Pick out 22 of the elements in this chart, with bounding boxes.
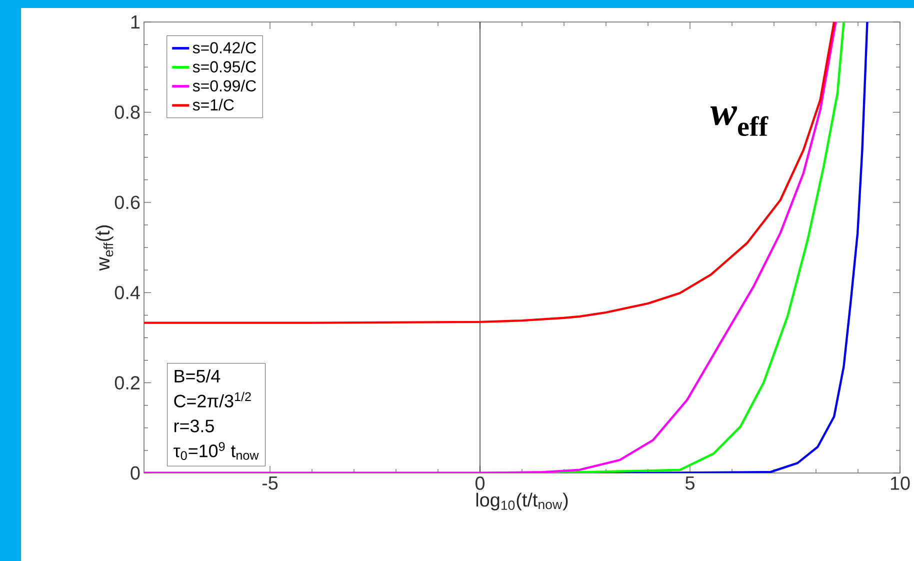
x-tick-label: -5 bbox=[262, 476, 278, 490]
x-axis-title: log$_{10}$(t/t$_{now}$) bbox=[476, 492, 568, 510]
legend-label: s=0.42/C bbox=[192, 42, 256, 54]
legend-label: s=1/C bbox=[192, 98, 234, 111]
annotation: B=5/4 bbox=[174, 369, 220, 382]
line-series bbox=[144, 22, 836, 324]
y-axis-title: w$_{eff}$(t) bbox=[96, 225, 114, 271]
annotation: τ$_{0}$=10$^{9}$ t$_{now}$ bbox=[174, 442, 259, 460]
annotation: r=3.5 bbox=[174, 420, 214, 432]
x-tick-label: 5 bbox=[685, 476, 694, 490]
legend-label: s=0.99/C bbox=[192, 80, 256, 92]
annotation: w$_{eff}$ bbox=[710, 106, 768, 136]
y-tick-label: 0.4 bbox=[114, 286, 140, 300]
y-tick-label: 1 bbox=[131, 15, 140, 29]
y-tick-label: 0.8 bbox=[114, 105, 140, 119]
y-tick-label: 0.2 bbox=[114, 376, 140, 390]
x-tick-label: 0 bbox=[475, 476, 485, 490]
annotation: C=2π/3$^{1/2}$ bbox=[174, 392, 251, 408]
y-tick-label: 0 bbox=[130, 466, 140, 480]
legend-label: s=0.95/C bbox=[192, 60, 256, 72]
x-tick-label: 10 bbox=[890, 476, 910, 490]
y-tick-label: 0.6 bbox=[114, 196, 140, 210]
